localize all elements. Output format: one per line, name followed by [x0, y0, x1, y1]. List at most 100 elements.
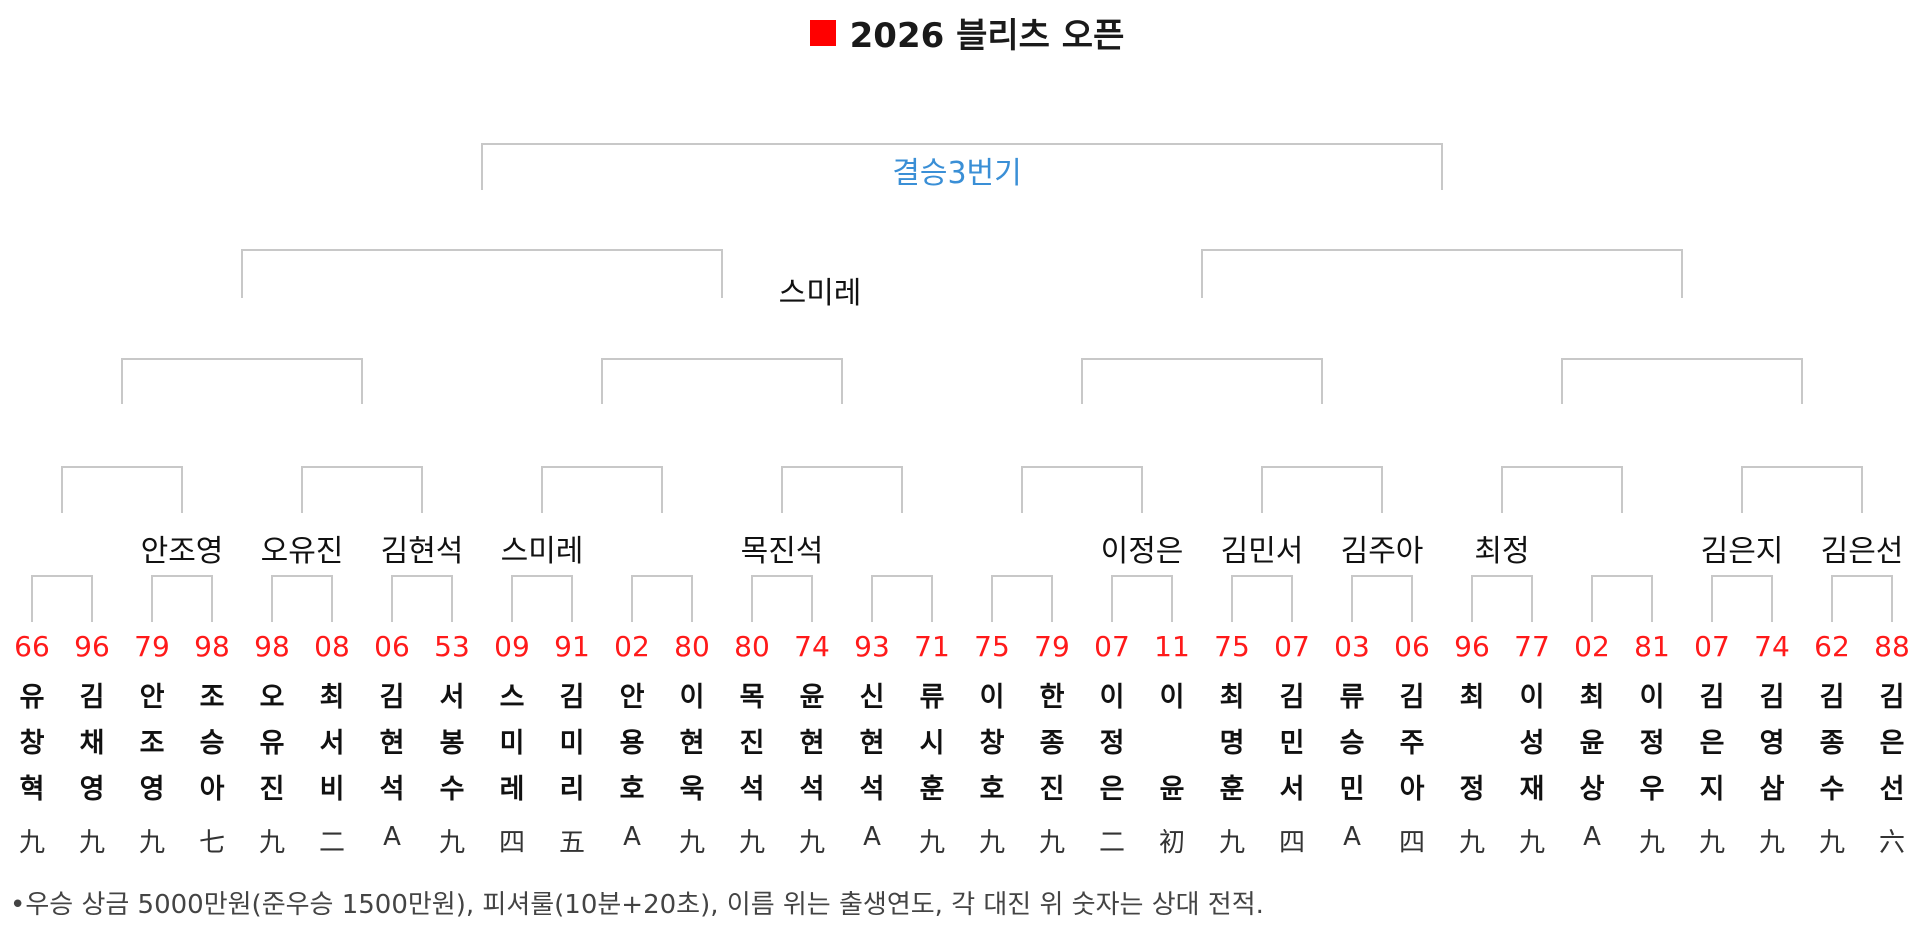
- player-rank: 六: [1878, 828, 1905, 858]
- head-to-head-record: 75: [1214, 630, 1250, 663]
- bracket-line: [1261, 466, 1263, 513]
- player-rank: 九: [738, 828, 765, 858]
- bracket-line: [31, 575, 33, 622]
- head-to-head-record: 11: [1154, 630, 1190, 663]
- bracket-line: [601, 358, 603, 404]
- bracket-line: [1861, 466, 1863, 513]
- player-name-char: 우: [1639, 774, 1665, 805]
- head-to-head-record: 02: [614, 630, 650, 663]
- match-winner: 김민서: [1220, 534, 1304, 569]
- player-name-char: 채: [79, 728, 105, 759]
- bracket-line: [1111, 575, 1173, 577]
- bracket-line: [1321, 358, 1323, 404]
- player-rank: 初: [1158, 828, 1185, 858]
- player-name-char: 김: [1399, 682, 1425, 713]
- bracket-line: [991, 575, 1053, 577]
- player-name-char: 종: [1819, 728, 1845, 759]
- bracket-line: [541, 466, 663, 468]
- player-name-char: 김: [79, 682, 105, 713]
- bracket-line: [1771, 575, 1773, 622]
- bracket-line: [241, 249, 723, 251]
- bracket-line: [1831, 575, 1833, 622]
- bracket-line: [1231, 575, 1233, 622]
- player-name-char: 목: [739, 682, 765, 713]
- bracket-line: [841, 358, 843, 404]
- player-rank: 九: [1218, 828, 1245, 858]
- head-to-head-record: 71: [914, 630, 950, 663]
- bracket-line: [1351, 575, 1353, 622]
- bracket-line: [991, 575, 993, 622]
- match-winner: 김주아: [1340, 534, 1424, 569]
- head-to-head-record: 77: [1514, 630, 1550, 663]
- player-rank: 四: [1278, 828, 1305, 858]
- player-rank: 五: [558, 828, 585, 858]
- player-rank: 四: [1398, 828, 1425, 858]
- bracket-line: [1711, 575, 1773, 577]
- bracket-line: [1381, 466, 1383, 513]
- player-name-char: 정: [1099, 728, 1125, 759]
- player-name-char: 김: [1279, 682, 1305, 713]
- player-name-char: 김: [559, 682, 585, 713]
- player-name-char: 리: [559, 774, 585, 805]
- footer-note: •우승 상금 5000만원(준우승 1500만원), 피셔룰(10분+20초),…: [10, 890, 1264, 920]
- head-to-head-record: 91: [554, 630, 590, 663]
- player-rank: A: [383, 822, 401, 852]
- player-name-char: 석: [739, 774, 765, 805]
- head-to-head-record: 98: [194, 630, 230, 663]
- head-to-head-record: 81: [1634, 630, 1670, 663]
- player-name-char: 최: [319, 682, 345, 713]
- match-winner: 최정: [1474, 534, 1530, 569]
- player-name-char: 김: [1819, 682, 1845, 713]
- bracket-line: [361, 358, 363, 404]
- bracket-line: [751, 575, 753, 622]
- bracket-line: [1591, 575, 1653, 577]
- player-name-char: 봉: [439, 728, 465, 759]
- player-rank: 二: [318, 828, 345, 858]
- player-name-char: 유: [19, 682, 45, 713]
- player-name-char: 현: [859, 728, 885, 759]
- bracket-line: [781, 466, 783, 513]
- bracket-line: [601, 358, 843, 360]
- player-name-char: 영: [1759, 728, 1785, 759]
- player-name-char: 비: [319, 774, 345, 805]
- bracket-line: [31, 575, 93, 577]
- player-name-char: 윤: [799, 682, 825, 713]
- player-name-char: 조: [199, 682, 225, 713]
- player-name-char: 이: [1639, 682, 1665, 713]
- player-name-char: 혁: [19, 774, 45, 805]
- player-name-char: 미: [499, 728, 525, 759]
- bracket-line: [151, 575, 153, 622]
- semifinal-winner: 스미레: [778, 276, 862, 311]
- player-name-char: 이: [979, 682, 1005, 713]
- match-winner: 안조영: [140, 534, 224, 569]
- player-name-char: 이: [1519, 682, 1545, 713]
- player-name-char: 재: [1519, 774, 1545, 805]
- player-name-char: 시: [919, 728, 945, 759]
- player-name-char: 영: [139, 774, 165, 805]
- bracket-line: [1651, 575, 1653, 622]
- player-name-char: 김: [379, 682, 405, 713]
- player-name-char: 호: [979, 774, 1005, 805]
- player-name-char: 승: [1339, 728, 1365, 759]
- bracket-line: [1441, 143, 1443, 190]
- match-winner: 김은선: [1820, 534, 1904, 569]
- bracket-line: [1411, 575, 1413, 622]
- bracket-line: [1141, 466, 1143, 513]
- player-name-char: 수: [1819, 774, 1845, 805]
- player-name-char: 종: [1039, 728, 1065, 759]
- bracket-line: [871, 575, 933, 577]
- player-rank: 二: [1098, 828, 1125, 858]
- bracket-line: [391, 575, 453, 577]
- bracket-line: [61, 466, 183, 468]
- player-rank: 九: [1638, 828, 1665, 858]
- player-name-char: 안: [619, 682, 645, 713]
